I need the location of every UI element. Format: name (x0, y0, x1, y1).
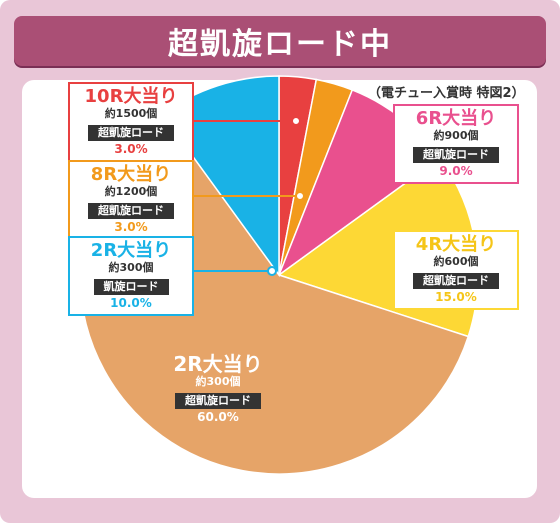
title-bar: 超凱旋ロード中 (14, 16, 546, 66)
slice-label: 10R大当り 約1500個超凱旋ロード 3.0% (68, 82, 194, 162)
leader-dot (291, 116, 301, 126)
slice-label: 6R大当り 約900個超凱旋ロード 9.0% (393, 104, 519, 184)
slice-count: 約600個 (433, 255, 479, 268)
slice-mode-tag: 超凱旋ロード (88, 125, 174, 141)
slice-percent: 15.0% (435, 290, 477, 304)
slice-count: 約1200個 (104, 185, 158, 198)
slice-percent: 3.0% (114, 142, 148, 156)
leader-dot (267, 266, 277, 276)
chart-title: 超凱旋ロード中 (168, 27, 392, 62)
slice-mode-tag: 超凱旋ロード (413, 147, 499, 163)
slice-percent: 10.0% (110, 296, 152, 310)
slice-percent: 60.0% (197, 410, 239, 424)
slice-count: 約1500個 (104, 107, 158, 120)
slice-label: 4R大当り 約600個超凱旋ロード 15.0% (393, 230, 519, 310)
slice-name: 2R大当り (90, 240, 172, 261)
slice-mode-tag: 凱旋ロード (93, 279, 169, 295)
slice-name: 2R大当り (173, 352, 263, 376)
slice-name: 8R大当り (90, 164, 172, 185)
slice-name: 6R大当り (415, 108, 497, 129)
chart-subtitle: （電チュー入賞時 特図2） (368, 86, 525, 101)
slice-count: 約300個 (108, 261, 154, 274)
leader-dot (295, 191, 305, 201)
slice-name: 4R大当り (415, 234, 497, 255)
slice-percent: 9.0% (439, 164, 473, 178)
slice-mode-tag: 超凱旋ロード (88, 203, 174, 219)
slice-name: 10R大当り (84, 86, 178, 107)
slice-percent: 3.0% (114, 220, 148, 234)
slice-label: 2R大当り 約300個超凱旋ロード 60.0% (148, 350, 288, 428)
slice-mode-tag: 超凱旋ロード (175, 393, 261, 409)
slice-label: 2R大当り 約300個凱旋ロード 10.0% (68, 236, 194, 316)
slice-label: 8R大当り 約1200個超凱旋ロード 3.0% (68, 160, 194, 240)
slice-count: 約900個 (433, 129, 479, 142)
slice-count: 約300個 (195, 375, 241, 388)
slice-mode-tag: 超凱旋ロード (413, 273, 499, 289)
